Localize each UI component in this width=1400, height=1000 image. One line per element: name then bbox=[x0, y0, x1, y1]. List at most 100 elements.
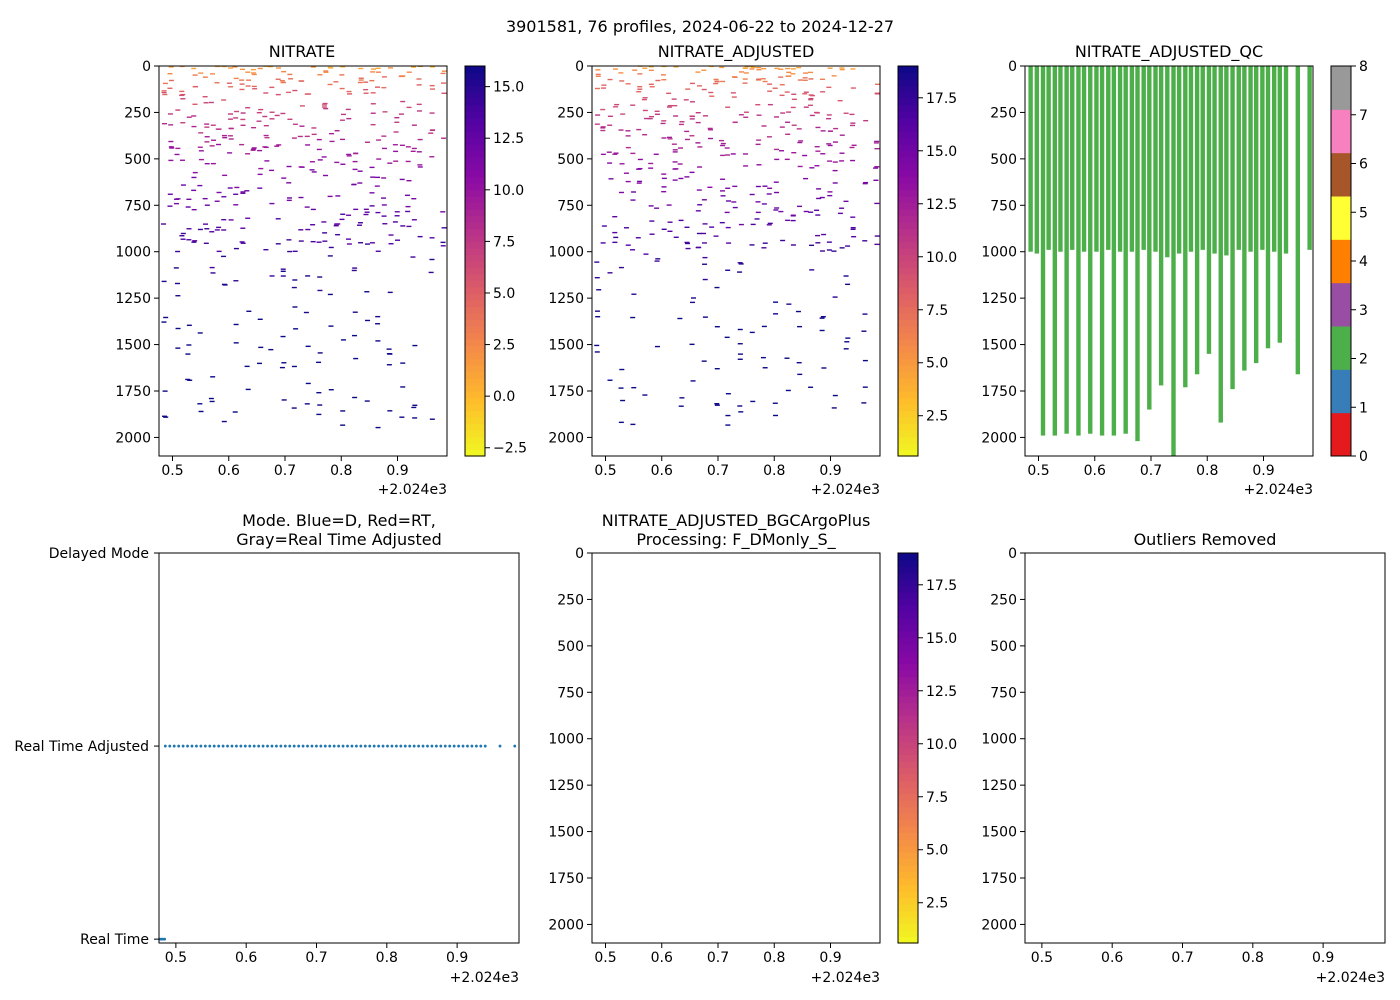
data-point bbox=[204, 204, 210, 206]
data-point bbox=[287, 197, 293, 199]
colorbar-segment bbox=[898, 378, 918, 386]
data-point bbox=[594, 123, 600, 125]
data-point bbox=[245, 107, 251, 109]
data-point bbox=[233, 323, 239, 326]
data-point bbox=[369, 166, 375, 169]
data-point bbox=[392, 221, 398, 223]
data-point bbox=[661, 190, 667, 193]
colorbar-segment bbox=[898, 715, 918, 723]
data-point bbox=[233, 247, 239, 250]
data-point bbox=[725, 269, 731, 271]
data-point bbox=[244, 365, 250, 368]
data-point bbox=[310, 224, 316, 226]
data-point bbox=[374, 86, 380, 88]
data-point bbox=[310, 240, 316, 243]
axes-frame bbox=[1024, 552, 1386, 944]
colorbar-segment bbox=[898, 748, 918, 756]
y-tick-label: 500 bbox=[557, 639, 584, 655]
data-point bbox=[340, 424, 346, 426]
data-point bbox=[441, 82, 447, 84]
data-point bbox=[772, 87, 778, 89]
x-tick-label: 0.7 bbox=[1140, 463, 1162, 479]
data-point bbox=[386, 348, 392, 350]
colorbar-segment bbox=[465, 280, 485, 288]
colorbar-segment bbox=[898, 774, 918, 782]
data-point bbox=[375, 211, 381, 214]
data-point bbox=[327, 293, 333, 296]
data-point bbox=[161, 321, 167, 323]
data-point bbox=[215, 128, 221, 130]
data-point bbox=[844, 341, 850, 343]
colorbar-segment bbox=[465, 371, 485, 379]
colorbar-tick-label: 2.5 bbox=[926, 896, 948, 912]
mode-point-rt-adjusted bbox=[266, 744, 269, 748]
qc-bar bbox=[1147, 66, 1152, 410]
data-point bbox=[208, 397, 214, 400]
data-point bbox=[820, 316, 826, 318]
data-point bbox=[311, 133, 317, 136]
mode-point-rt-adjusted bbox=[386, 744, 389, 748]
data-point bbox=[689, 82, 695, 85]
data-point bbox=[250, 72, 256, 74]
data-point bbox=[851, 235, 857, 238]
panel-mode: Mode. Blue=D, Red=RT, Gray=Real Time Adj… bbox=[14, 511, 520, 986]
data-point bbox=[601, 225, 607, 227]
data-point bbox=[222, 136, 228, 139]
plot-area-nitrate: 0.5 0.6 0.7 0.8 0.9 0 250 500 750 1000 1250 1500 175… bbox=[115, 59, 448, 479]
data-point bbox=[352, 267, 358, 269]
data-point bbox=[393, 131, 399, 133]
data-point bbox=[173, 202, 179, 205]
data-point bbox=[321, 221, 327, 223]
data-point bbox=[672, 168, 678, 170]
data-point bbox=[833, 127, 839, 130]
mode-point-rt-adjusted bbox=[466, 744, 469, 748]
data-point bbox=[376, 158, 382, 160]
data-point bbox=[631, 293, 637, 295]
data-point bbox=[244, 190, 250, 192]
mode-point-rt-adjusted bbox=[399, 744, 403, 748]
data-point bbox=[210, 73, 216, 75]
mode-point-rt-adjusted bbox=[275, 744, 278, 748]
data-point bbox=[820, 153, 826, 155]
qc-colorbar-segment bbox=[1331, 282, 1351, 327]
qc-bar bbox=[1212, 66, 1217, 254]
mode-point-rt-adjusted bbox=[332, 744, 336, 748]
colorbar-segment bbox=[465, 326, 485, 334]
qc-bar bbox=[1106, 66, 1111, 250]
y-tick-label: 250 bbox=[124, 105, 151, 121]
colorbar-segment bbox=[898, 722, 918, 730]
data-point bbox=[316, 413, 322, 416]
data-point bbox=[209, 266, 215, 269]
colorbar-segment bbox=[898, 754, 918, 762]
mode-point-rt-adjusted bbox=[328, 744, 332, 748]
colorbar-tick-label: 2.5 bbox=[926, 409, 948, 425]
colorbar-tick-label: 7.5 bbox=[926, 303, 948, 319]
data-point bbox=[684, 130, 690, 133]
colorbar-tick-label: 5.0 bbox=[926, 843, 948, 859]
data-point bbox=[303, 311, 309, 314]
data-point bbox=[400, 75, 406, 77]
data-point bbox=[250, 149, 256, 151]
data-point bbox=[299, 80, 305, 82]
qc-bar bbox=[1135, 66, 1140, 442]
colorbar-segment bbox=[465, 332, 485, 340]
data-point bbox=[725, 414, 731, 417]
x-tick-label: 0.8 bbox=[376, 950, 398, 966]
data-point bbox=[388, 243, 394, 245]
data-point bbox=[814, 112, 820, 114]
y-tick-label: 750 bbox=[990, 685, 1017, 701]
colorbar-tick-label: 6 bbox=[1359, 157, 1368, 173]
data-point bbox=[363, 92, 369, 94]
data-point bbox=[180, 98, 186, 100]
data-point bbox=[720, 142, 726, 145]
data-point bbox=[785, 121, 791, 123]
qc-colorbar-segment bbox=[1331, 326, 1351, 370]
data-point bbox=[233, 204, 239, 206]
mode-point-rt-adjusted bbox=[172, 744, 176, 748]
colorbar-segment bbox=[898, 871, 918, 879]
data-point bbox=[251, 73, 257, 76]
data-point bbox=[701, 88, 707, 91]
data-point bbox=[375, 250, 381, 252]
data-point bbox=[832, 161, 838, 163]
colorbar-segment bbox=[898, 254, 918, 262]
